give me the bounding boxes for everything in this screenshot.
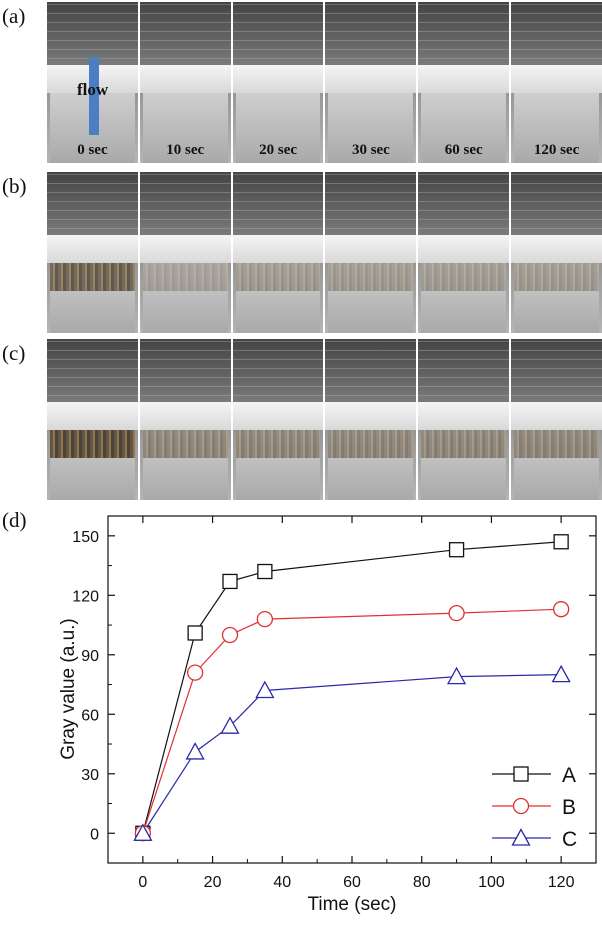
x-tick-label: 120 bbox=[548, 874, 575, 891]
y-tick-label: 30 bbox=[81, 767, 99, 784]
data-point-A bbox=[448, 542, 465, 558]
legend-marker-C bbox=[511, 828, 531, 846]
x-tick-label: 100 bbox=[478, 874, 505, 891]
data-point-A bbox=[222, 573, 238, 590]
data-point-B bbox=[552, 601, 570, 618]
x-tick-label: 80 bbox=[413, 874, 431, 891]
data-point-C bbox=[446, 666, 467, 685]
y-tick-label: 90 bbox=[81, 648, 99, 665]
data-point-B bbox=[256, 610, 274, 628]
x-tick-label: 20 bbox=[204, 874, 222, 891]
y-tick-label: 60 bbox=[81, 707, 99, 724]
y-axis-label: Gray value (a.u.) bbox=[58, 618, 79, 760]
photo-frame bbox=[232, 172, 324, 333]
photo-frame bbox=[325, 339, 417, 500]
photo-frame bbox=[47, 339, 138, 500]
data-point-C bbox=[220, 716, 240, 734]
flow-arrow-icon bbox=[89, 57, 99, 135]
x-tick-label: 60 bbox=[343, 874, 361, 891]
time-label-0: 0 sec bbox=[77, 142, 108, 158]
legend-label-C: C bbox=[562, 828, 577, 851]
legend: ABC bbox=[492, 764, 577, 851]
series-markers bbox=[133, 534, 571, 842]
legend-label-A: A bbox=[562, 764, 576, 787]
x-axis-ticks: 0 20 40 60 80 100 120 bbox=[138, 516, 575, 891]
time-label-20: 20 sec bbox=[259, 142, 298, 158]
photo-frame bbox=[511, 172, 602, 333]
legend-marker-B bbox=[512, 797, 530, 815]
legend-label-B: B bbox=[562, 796, 576, 819]
series-line-B bbox=[142, 608, 562, 834]
y-tick-label: 120 bbox=[72, 588, 99, 605]
time-label-120: 120 sec bbox=[533, 142, 580, 158]
photo-frame-30: 30 sec bbox=[325, 2, 417, 163]
time-label-60: 60 sec bbox=[444, 142, 483, 158]
data-point-C bbox=[185, 742, 205, 760]
data-point-A bbox=[257, 563, 273, 580]
y-axis-ticks: 0 30 60 90 120 150 bbox=[72, 529, 596, 843]
x-tick-label: 0 bbox=[138, 874, 147, 891]
data-point-B bbox=[186, 664, 204, 681]
time-label-10: 10 sec bbox=[166, 142, 205, 158]
data-point-C bbox=[551, 664, 571, 683]
photo-strip-a: 0 sec 10 sec 20 sec 30 sec 60 sec 120 se… bbox=[47, 2, 602, 163]
x-axis-label: Time (sec) bbox=[307, 894, 396, 915]
data-point-A bbox=[187, 625, 203, 641]
photo-frame bbox=[139, 172, 231, 333]
photo-frame bbox=[511, 339, 602, 500]
data-point-C bbox=[255, 680, 275, 699]
photo-frame bbox=[418, 172, 510, 333]
photo-frame bbox=[139, 339, 231, 500]
gray-value-chart: 0 20 40 60 80 100 120 0 30 60 90 120 150 ABC Time (… bbox=[58, 515, 597, 915]
series-lines bbox=[142, 541, 562, 834]
panel-label-b: (b) bbox=[2, 174, 27, 198]
series-line-C bbox=[142, 674, 562, 834]
photo-strip-c bbox=[47, 339, 602, 500]
time-label-30: 30 sec bbox=[351, 142, 390, 158]
photo-frame-60: 60 sec bbox=[418, 2, 510, 163]
data-point-B bbox=[448, 605, 465, 622]
panel-label-c: (c) bbox=[2, 341, 26, 365]
data-point-A bbox=[553, 534, 569, 550]
panel-label-a: (a) bbox=[2, 4, 26, 28]
y-tick-label: 150 bbox=[72, 529, 99, 546]
legend-marker-A bbox=[513, 766, 529, 782]
photo-frame-10: 10 sec bbox=[139, 2, 231, 163]
series-line-A bbox=[142, 541, 562, 834]
photo-frame bbox=[418, 339, 510, 500]
photo-frame bbox=[232, 339, 324, 500]
photo-frame-20: 20 sec bbox=[232, 2, 324, 163]
x-tick-label: 40 bbox=[273, 874, 291, 891]
photo-strip-b bbox=[47, 172, 602, 333]
flow-label: flow bbox=[77, 80, 109, 99]
data-point-C bbox=[133, 823, 153, 841]
photo-frame-120: 120 sec bbox=[511, 2, 602, 163]
data-point-B bbox=[221, 626, 239, 644]
panel-label-d: (d) bbox=[2, 508, 27, 532]
y-tick-label: 0 bbox=[90, 826, 99, 843]
photo-frame bbox=[325, 172, 417, 333]
photo-frame bbox=[47, 172, 138, 333]
